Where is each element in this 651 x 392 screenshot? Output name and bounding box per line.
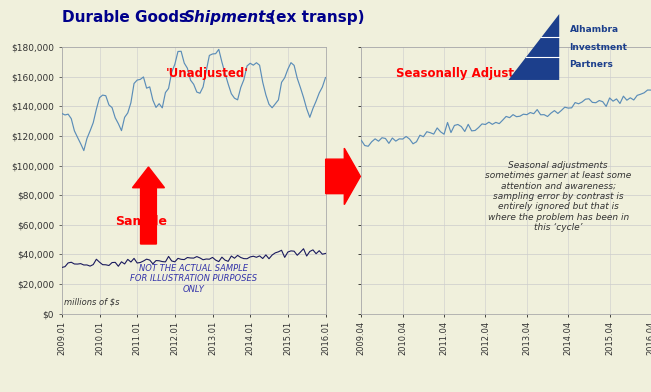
Text: NOT THE ACTUAL SAMPLE
FOR ILLUSTRATION PURPOSES
ONLY: NOT THE ACTUAL SAMPLE FOR ILLUSTRATION P…	[130, 264, 257, 294]
Text: millions of $s: millions of $s	[64, 298, 120, 307]
Polygon shape	[508, 14, 559, 80]
Text: Alhambra: Alhambra	[570, 25, 618, 34]
Text: 'Unadjusted': 'Unadjusted'	[165, 67, 248, 80]
FancyArrow shape	[132, 167, 165, 244]
Text: Sample: Sample	[115, 215, 167, 228]
Text: Durable Goods: Durable Goods	[62, 10, 193, 25]
Text: Seasonally Adjusted: Seasonally Adjusted	[396, 67, 530, 80]
Text: Shipments: Shipments	[184, 10, 276, 25]
Text: Seasonal adjustments
sometimes garner at least some
attention and awareness;
sam: Seasonal adjustments sometimes garner at…	[485, 161, 631, 232]
Text: (ex transp): (ex transp)	[264, 10, 364, 25]
Text: Investment: Investment	[570, 43, 628, 51]
Text: Partners: Partners	[570, 60, 613, 69]
FancyArrow shape	[326, 148, 361, 205]
